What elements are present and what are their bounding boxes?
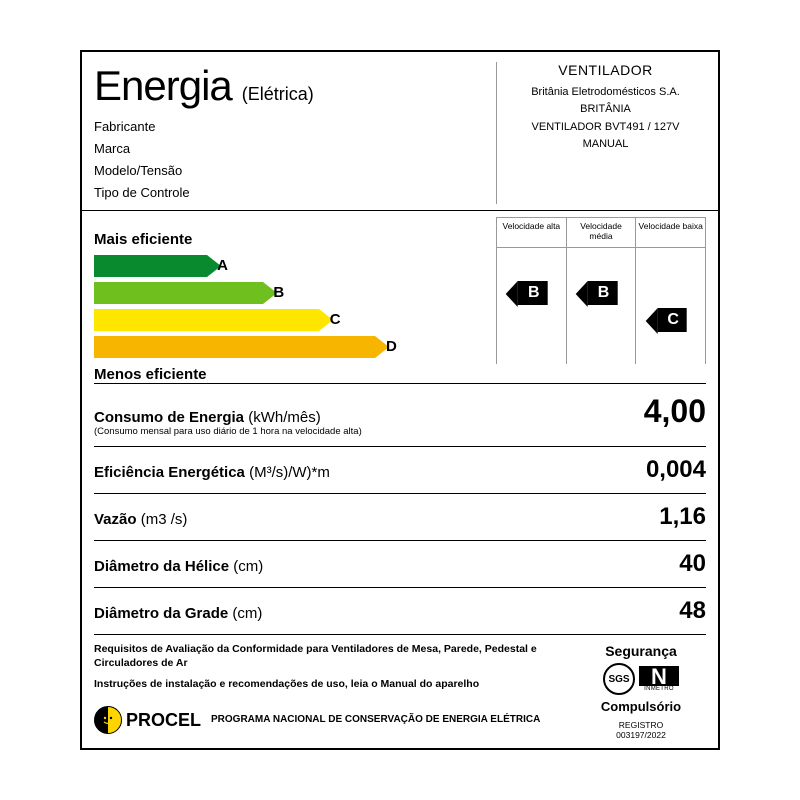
label-fabricante: Fabricante: [94, 116, 496, 138]
footer-right: Segurança SGS N INMETRO Compulsório REGI…: [576, 643, 706, 740]
procel-logo: PROCEL: [94, 706, 201, 734]
spec-label: Consumo de Energia (kWh/mês)(Consumo men…: [94, 409, 586, 437]
footer-requisitos: Requisitos de Avaliação da Conformidade …: [94, 643, 566, 670]
header-right: VENTILADOR Britânia Eletrodomésticos S.A…: [496, 62, 706, 204]
compulsorio-label: Compulsório: [576, 699, 706, 714]
meta-labels: Fabricante Marca Modelo/Tensão Tipo de C…: [94, 116, 496, 204]
speed-col-baixa: Velocidade baixa: [635, 217, 706, 248]
efficiency-bars: ABCD: [94, 248, 496, 364]
header: Energia (Elétrica) Fabricante Marca Mode…: [94, 62, 706, 204]
rating-badges: B B C: [496, 248, 706, 364]
rating-col-baixa: C: [635, 248, 706, 364]
label-marca: Marca: [94, 138, 496, 160]
procel-row: PROCEL PROGRAMA NACIONAL DE CONSERVAÇÃO …: [94, 706, 566, 734]
label-modelo: Modelo/Tensão: [94, 160, 496, 182]
inmetro-icon: N INMETRO: [639, 666, 679, 693]
sgs-icon: SGS: [603, 663, 635, 695]
rating-col-media: B: [566, 248, 636, 364]
spec-value: 1,16: [586, 503, 706, 531]
spec-row: Vazão (m3 /s)1,16: [94, 493, 706, 540]
speed-headers: Velocidade alta Velocidade média Velocid…: [496, 217, 706, 248]
bar-row-c: C: [94, 308, 496, 332]
less-efficient-label: Menos eficiente: [94, 366, 706, 383]
footer-left: Requisitos de Avaliação da Conformidade …: [94, 643, 566, 740]
cert-row: SGS N INMETRO: [576, 663, 706, 695]
specs: Consumo de Energia (kWh/mês)(Consumo men…: [94, 383, 706, 634]
header-left: Energia (Elétrica) Fabricante Marca Mode…: [94, 62, 496, 204]
spec-value: 0,004: [586, 456, 706, 484]
spec-row: Eficiência Energética (M³/s)/W)*m0,004: [94, 446, 706, 493]
efficiency-section: Mais eficiente Velocidade alta Velocidad…: [94, 211, 706, 383]
value-marca: BRITÂNIA: [505, 101, 706, 119]
value-modelo: VENTILADOR BVT491 / 127V: [505, 119, 706, 137]
label-tipo: Tipo de Controle: [94, 182, 496, 204]
inmetro-label: INMETRO: [639, 686, 679, 692]
bar-letter-a: A: [213, 255, 233, 277]
spec-label: Diâmetro da Hélice (cm): [94, 558, 586, 575]
bulb-icon: [94, 706, 122, 734]
subtitle: (Elétrica): [242, 84, 314, 105]
procel-text: PROGRAMA NACIONAL DE CONSERVAÇÃO DE ENER…: [211, 714, 540, 726]
bar-row-a: A: [94, 254, 496, 278]
rating-badge-alta: B: [518, 281, 548, 305]
bar-letter-b: B: [269, 282, 289, 304]
spec-label: Vazão (m3 /s): [94, 511, 586, 528]
rating-badge-baixa: C: [657, 308, 687, 332]
footer-instrucoes: Instruções de instalação e recomendações…: [94, 678, 566, 690]
bar-row-d: D: [94, 335, 496, 359]
energy-label: Energia (Elétrica) Fabricante Marca Mode…: [80, 50, 720, 751]
spec-value: 48: [586, 597, 706, 625]
procel-name: PROCEL: [126, 710, 201, 731]
seguranca-label: Segurança: [576, 643, 706, 659]
product-type: VENTILADOR: [505, 62, 706, 78]
spec-label: Eficiência Energética (M³/s)/W)*m: [94, 464, 586, 481]
spec-row: Consumo de Energia (kWh/mês)(Consumo men…: [94, 383, 706, 446]
registro-label: REGISTRO: [619, 720, 663, 730]
spec-row: Diâmetro da Hélice (cm)40: [94, 540, 706, 587]
spec-value: 4,00: [586, 393, 706, 430]
spec-value: 40: [586, 550, 706, 578]
bar-letter-c: C: [325, 309, 345, 331]
speed-col-alta: Velocidade alta: [496, 217, 566, 248]
title: Energia: [94, 62, 232, 110]
rating-col-alta: B: [496, 248, 566, 364]
inmetro-n: N: [639, 666, 679, 687]
bar-a: A: [94, 255, 207, 277]
registro-value: 003197/2022: [616, 730, 666, 740]
bar-b: B: [94, 282, 263, 304]
rating-badge-media: B: [588, 281, 618, 305]
value-tipo: MANUAL: [505, 136, 706, 154]
footer: Requisitos de Avaliação da Conformidade …: [94, 634, 706, 740]
spec-row: Diâmetro da Grade (cm)48: [94, 587, 706, 634]
registro: REGISTRO 003197/2022: [576, 720, 706, 740]
spec-label: Diâmetro da Grade (cm): [94, 605, 586, 622]
bar-c: C: [94, 309, 319, 331]
more-efficient-label: Mais eficiente: [94, 217, 496, 248]
bar-d: D: [94, 336, 375, 358]
bar-letter-d: D: [381, 336, 401, 358]
bar-row-b: B: [94, 281, 496, 305]
speed-col-media: Velocidade média: [566, 217, 636, 248]
value-fabricante: Britânia Eletrodomésticos S.A.: [505, 84, 706, 102]
